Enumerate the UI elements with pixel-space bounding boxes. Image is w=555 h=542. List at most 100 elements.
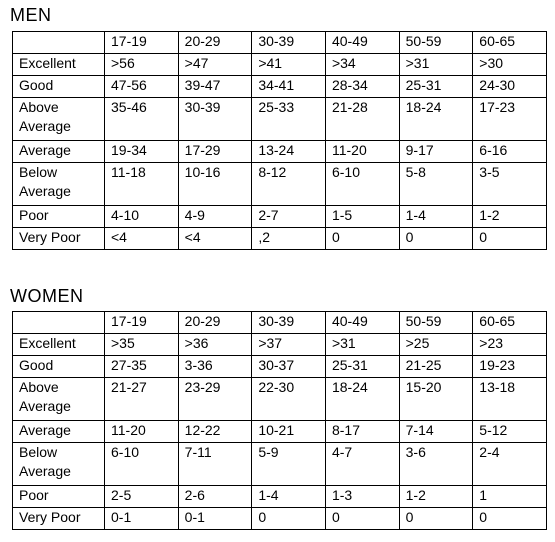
table-cell: 3-5	[472, 162, 547, 206]
table-cell: >41	[251, 53, 326, 76]
table-cell: 2-5	[104, 485, 179, 508]
age-group-header: 17-19	[104, 311, 179, 334]
table-cell: 0-1	[177, 507, 253, 530]
table-cell: 1-4	[251, 485, 326, 508]
rating-label: Good	[12, 355, 105, 378]
table-cell: 18-24	[398, 97, 474, 141]
table-cell: 39-47	[177, 75, 253, 98]
table-cell: 11-20	[104, 420, 179, 443]
table-cell: 2-6	[177, 485, 253, 508]
rating-label: Above Average	[12, 97, 105, 141]
table-cell: <4	[104, 227, 179, 250]
table-cell: 8-12	[251, 162, 326, 206]
rating-label: Poor	[12, 205, 105, 228]
table-cell: >31	[398, 53, 474, 76]
table-cell: 1-3	[324, 485, 400, 508]
table-cell: 22-30	[251, 377, 326, 421]
table-cell: 24-30	[472, 75, 547, 98]
table-cell: >35	[104, 333, 179, 356]
table-cell: 6-10	[104, 442, 179, 486]
table-row: Excellent >35 >36 >37 >31 >25 >23	[12, 333, 547, 356]
table-cell: 8-17	[324, 420, 400, 443]
table-cell: 4-10	[104, 205, 179, 228]
table-cell: >25	[398, 333, 474, 356]
table-cell: 1	[472, 485, 547, 508]
table-header-row: 17-19 20-29 30-39 40-49 50-59 60-65	[12, 311, 547, 334]
table-cell: 10-16	[177, 162, 253, 206]
table-cell: 1-5	[324, 205, 400, 228]
table-cell: 25-33	[251, 97, 326, 141]
table-cell: 13-18	[472, 377, 547, 421]
table-cell: >31	[324, 333, 400, 356]
table-cell: >37	[251, 333, 326, 356]
rating-label: Excellent	[12, 53, 105, 76]
table-cell: 21-28	[324, 97, 400, 141]
table-row: Poor 2-5 2-6 1-4 1-3 1-2 1	[12, 485, 547, 508]
age-group-header: 40-49	[324, 311, 400, 334]
table-cell: 3-36	[177, 355, 253, 378]
table-row: Very Poor 0-1 0-1 0 0 0 0	[12, 507, 547, 530]
age-group-header: 30-39	[251, 311, 326, 334]
table-cell: 0	[324, 507, 400, 530]
women-rating-table: 17-19 20-29 30-39 40-49 50-59 60-65 Exce…	[12, 311, 547, 530]
table-row: Above Average 35-46 30-39 25-33 21-28 18…	[12, 97, 547, 141]
table-cell: 4-9	[177, 205, 253, 228]
table-cell: 0	[472, 507, 547, 530]
men-section-title: MEN	[10, 5, 52, 25]
age-group-header: 20-29	[177, 31, 253, 54]
table-cell: 0	[398, 507, 474, 530]
table-row: Poor 4-10 4-9 2-7 1-5 1-4 1-2	[12, 205, 547, 228]
table-cell: 4-7	[324, 442, 400, 486]
table-cell: >30	[472, 53, 547, 76]
table-cell: 17-23	[472, 97, 547, 141]
rating-label: Very Poor	[12, 227, 105, 250]
table-cell: <4	[177, 227, 253, 250]
table-cell: 11-18	[104, 162, 179, 206]
age-group-header: 20-29	[177, 311, 253, 334]
table-cell: 0	[324, 227, 400, 250]
table-cell: >34	[324, 53, 400, 76]
women-section-title: WOMEN	[10, 286, 84, 306]
table-cell: 19-34	[104, 140, 179, 163]
table-cell: 27-35	[104, 355, 179, 378]
table-cell: 47-56	[104, 75, 179, 98]
table-cell: 15-20	[398, 377, 474, 421]
table-cell: 1-4	[398, 205, 474, 228]
table-cell: 30-37	[251, 355, 326, 378]
table-row: Below Average 6-10 7-11 5-9 4-7 3-6 2-4	[12, 442, 547, 486]
table-cell: 28-34	[324, 75, 400, 98]
rating-label: Above Average	[12, 377, 105, 421]
age-group-header: 50-59	[398, 31, 474, 54]
rating-label: Below Average	[12, 442, 105, 486]
table-cell: 21-27	[104, 377, 179, 421]
table-cell: 0	[398, 227, 474, 250]
table-cell: 5-12	[472, 420, 547, 443]
table-cell: 9-17	[398, 140, 474, 163]
table-cell: 25-31	[398, 75, 474, 98]
table-cell: 2-4	[472, 442, 547, 486]
table-row: Above Average 21-27 23-29 22-30 18-24 15…	[12, 377, 547, 421]
table-cell: 2-7	[251, 205, 326, 228]
table-cell: 6-16	[472, 140, 547, 163]
table-cell: 18-24	[324, 377, 400, 421]
age-group-header: 60-65	[472, 311, 547, 334]
table-cell: 23-29	[177, 377, 253, 421]
table-cell: 10-21	[251, 420, 326, 443]
table-cell: 35-46	[104, 97, 179, 141]
age-group-header: 30-39	[251, 31, 326, 54]
table-cell: >56	[104, 53, 179, 76]
rating-label: Poor	[12, 485, 105, 508]
table-header-row: 17-19 20-29 30-39 40-49 50-59 60-65	[12, 31, 547, 54]
header-corner-cell	[12, 31, 105, 54]
table-cell: 7-11	[177, 442, 253, 486]
age-group-header: 60-65	[472, 31, 547, 54]
rating-label: Very Poor	[12, 507, 105, 530]
table-cell: 25-31	[324, 355, 400, 378]
table-row: Good 47-56 39-47 34-41 28-34 25-31 24-30	[12, 75, 547, 98]
table-row: Good 27-35 3-36 30-37 25-31 21-25 19-23	[12, 355, 547, 378]
table-cell: >47	[177, 53, 253, 76]
rating-label: Good	[12, 75, 105, 98]
table-cell: 13-24	[251, 140, 326, 163]
rating-label: Average	[12, 420, 105, 443]
table-cell: 1-2	[472, 205, 547, 228]
